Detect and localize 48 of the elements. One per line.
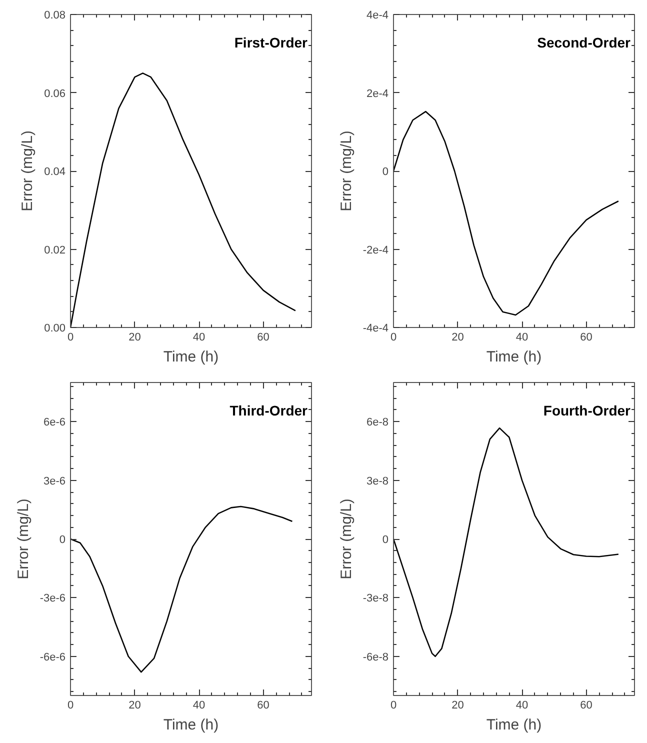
annotation: Third-Order — [230, 402, 308, 418]
x-tick-label: 60 — [580, 332, 592, 344]
y-tick-label: 3e-6 — [43, 475, 66, 488]
y-tick-label: 6e-8 — [366, 416, 389, 429]
x-tick-label: 60 — [580, 700, 592, 712]
y-tick-label: 4e-4 — [366, 10, 389, 22]
y-tick-label: 0.00 — [44, 322, 66, 334]
y-tick-label: 3e-8 — [366, 475, 389, 488]
y-tick-label: 0 — [59, 534, 66, 546]
y-axis-title: Error (mg/L) — [19, 130, 36, 212]
x-tick-label: 0 — [390, 332, 397, 344]
x-axis-title: Time (h) — [486, 716, 542, 734]
x-tick-label: 60 — [257, 700, 270, 712]
x-tick-label: 40 — [516, 700, 528, 712]
y-tick-label: -6e-6 — [40, 651, 66, 664]
y-tick-label: 0.02 — [44, 244, 66, 256]
y-tick-label: 2e-4 — [366, 88, 389, 100]
x-axis-title: Time (h) — [486, 348, 542, 366]
x-tick-label: 40 — [192, 700, 206, 712]
y-tick-label: 0.08 — [44, 10, 66, 22]
x-tick-label: 40 — [516, 332, 528, 344]
x-tick-label: 0 — [67, 332, 74, 344]
y-tick-label: -3e-6 — [40, 592, 66, 605]
y-tick-label: 0 — [382, 166, 389, 178]
annotation: Second-Order — [537, 34, 632, 50]
y-tick-label: -6e-8 — [362, 651, 389, 664]
x-tick-label: 20 — [452, 700, 464, 712]
y-tick-label: 0.04 — [44, 166, 66, 178]
y-tick-label: -2e-4 — [362, 244, 389, 256]
y-tick-label: 6e-6 — [43, 416, 66, 429]
y-tick-label: 0 — [382, 534, 389, 546]
x-tick-label: 40 — [192, 332, 206, 344]
x-tick-label: 20 — [128, 700, 141, 712]
y-axis-title: Error (mg/L) — [14, 498, 32, 580]
x-tick-label: 0 — [67, 700, 74, 712]
x-tick-label: 20 — [452, 332, 464, 344]
y-axis-title: Error (mg/L) — [338, 498, 355, 580]
x-tick-label: 60 — [257, 332, 270, 344]
x-tick-label: 0 — [390, 700, 397, 712]
y-tick-label: 0.06 — [44, 88, 66, 100]
y-tick-label: -4e-4 — [362, 322, 389, 334]
x-tick-label: 20 — [128, 332, 141, 344]
y-axis-title: Error (mg/L) — [338, 130, 355, 212]
x-axis-title: Time (h) — [163, 716, 219, 734]
annotation: First-Order — [234, 34, 308, 50]
y-tick-label: -3e-8 — [362, 592, 389, 605]
x-axis-title: Time (h) — [163, 348, 219, 366]
annotation: Fourth-Order — [543, 402, 632, 418]
